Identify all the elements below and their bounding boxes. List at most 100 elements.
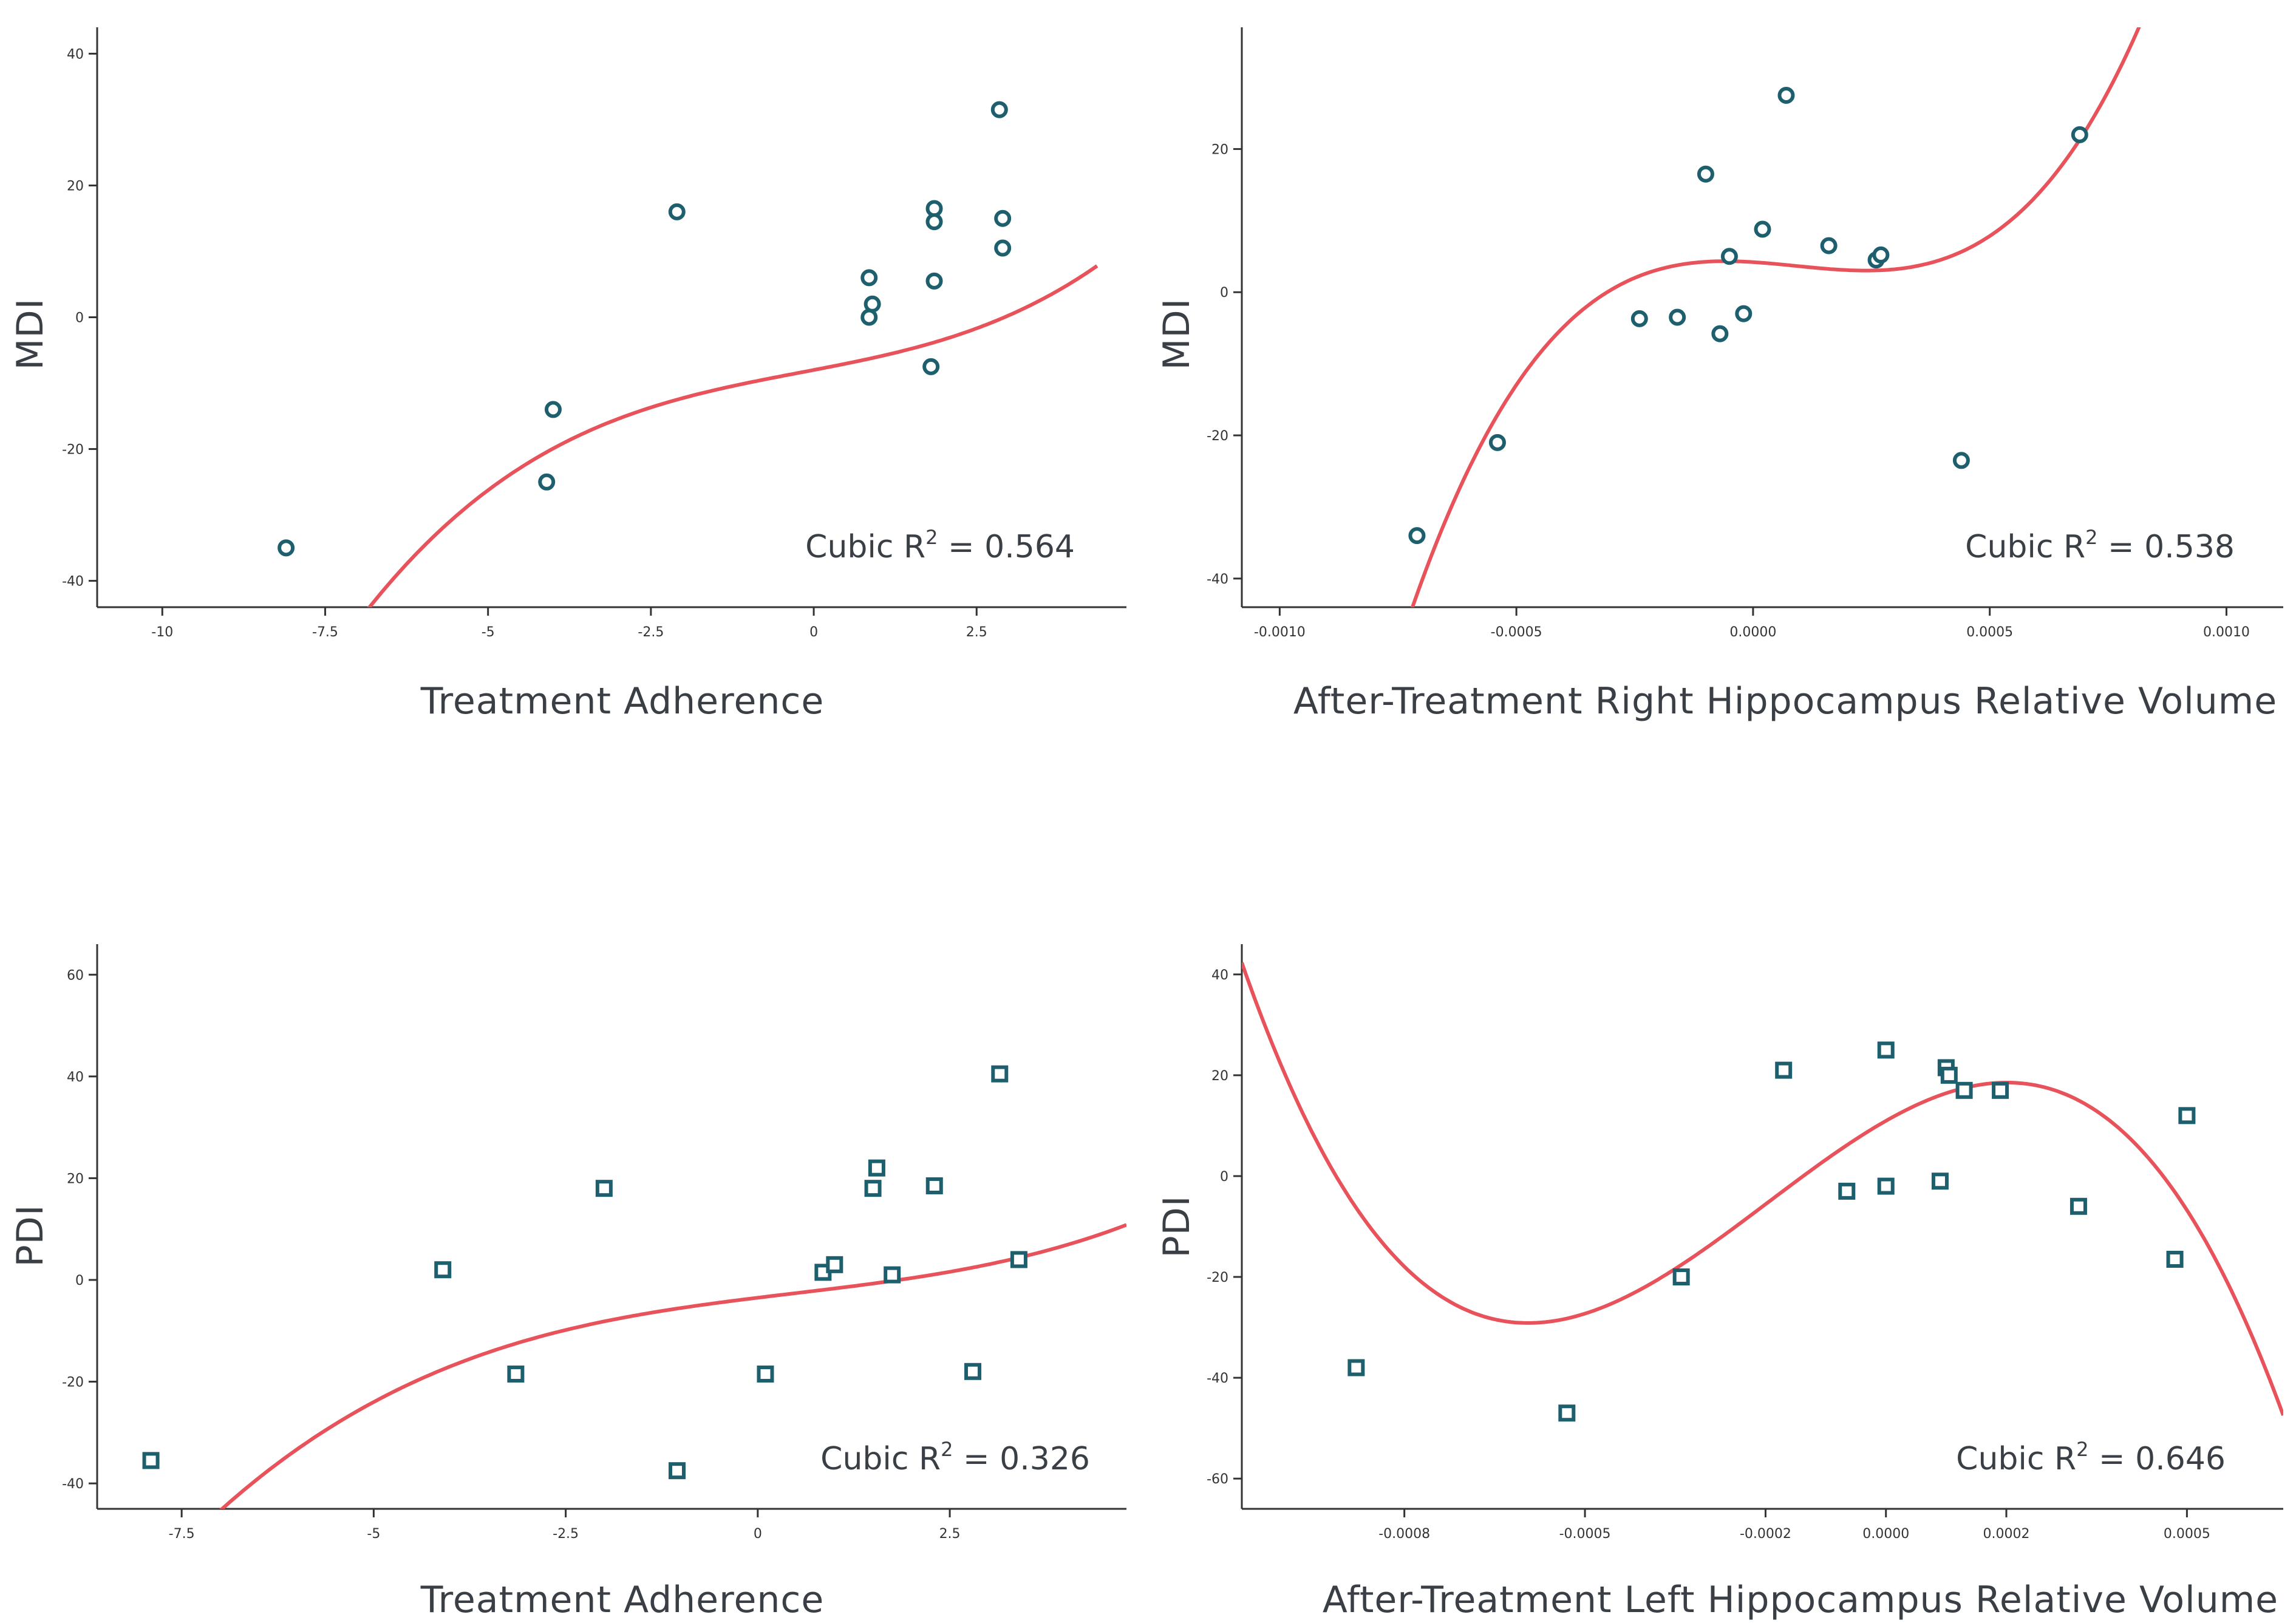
data-point [925, 1177, 943, 1194]
x-tick-label: 0.0002 [1983, 1526, 2029, 1542]
data-point [142, 1452, 160, 1469]
x-tick-label: -0.0008 [1378, 1526, 1430, 1542]
x-tick-label: -7.5 [312, 625, 338, 640]
data-point [1672, 1268, 1690, 1286]
x-tick-label: 0.0005 [1966, 625, 2013, 640]
x-tick-label: -2.5 [553, 1526, 579, 1542]
data-point [1720, 248, 1738, 265]
x-tick-label: -0.0005 [1491, 625, 1542, 640]
data-point [1488, 434, 1506, 451]
y-tick-label: -40 [62, 1477, 84, 1492]
data-point [1347, 1359, 1365, 1376]
data-point [1872, 246, 1890, 264]
cubic-fit-line [1410, 27, 2141, 607]
data-point [2178, 1107, 2196, 1125]
x-tick-label: -2.5 [638, 625, 664, 640]
data-point [1408, 527, 1426, 545]
data-point [434, 1261, 452, 1279]
y-tick-label: -60 [1207, 1472, 1228, 1487]
r-squared-label: Cubic R2 = 0.646 [1956, 1438, 2226, 1477]
data-point [507, 1365, 525, 1383]
y-tick-label: -20 [1207, 429, 1228, 444]
y-tick-label: -20 [62, 1375, 84, 1390]
data-point [1931, 1172, 1949, 1190]
y-tick-label: 0 [75, 1273, 84, 1288]
data-point [669, 1462, 686, 1480]
y-tick-label: 20 [1211, 142, 1228, 157]
data-point [884, 1266, 901, 1284]
x-tick-label: -0.0005 [1559, 1526, 1611, 1542]
plot-area: -0.0008 -0.0005 -0.0002 0.0000 0.0002 0.0005 -… [1207, 944, 2283, 1542]
data-point [994, 239, 1012, 257]
data-point [2071, 126, 2088, 143]
y-tick-label: -20 [1207, 1270, 1228, 1285]
r-squared-label: Cubic R2 = 0.326 [820, 1438, 1090, 1477]
data-point [1754, 220, 1771, 238]
y-tick-label: 0 [1220, 1169, 1228, 1185]
x-tick-label: 0.0000 [1862, 1526, 1909, 1542]
y-tick-label: 40 [67, 1070, 84, 1085]
data-point [925, 272, 943, 290]
x-axis-title: After-Treatment Left Hippocampus Relativ… [1323, 1579, 2278, 1621]
data-point [2069, 1197, 2087, 1215]
y-tick-label: 40 [67, 47, 84, 62]
y-tick-label: -40 [62, 574, 84, 590]
y-tick-label: -40 [1207, 1371, 1228, 1386]
data-point [1955, 1081, 1973, 1099]
data-point [994, 209, 1012, 227]
data-point [826, 1256, 843, 1273]
data-point [1630, 310, 1648, 327]
data-point [860, 308, 878, 326]
y-tick-label: 20 [1211, 1069, 1228, 1084]
data-point [1952, 452, 1970, 469]
data-point [1877, 1177, 1895, 1195]
panel-mdi-vs-adherence: -10 -7.5 -5 -2.5 0 2.5 -40 -20 0 20 40 Treatment A… [9, 27, 1126, 723]
y-tick-label: 20 [67, 1171, 84, 1186]
data-point [925, 213, 943, 231]
data-point [860, 269, 878, 287]
data-point [925, 200, 943, 217]
data-point [1735, 305, 1753, 322]
y-tick-label: 0 [1220, 285, 1228, 301]
x-tick-label: -0.0002 [1740, 1526, 1791, 1542]
x-tick-label: -7.5 [169, 1526, 195, 1542]
x-tick-label: 0 [754, 1526, 762, 1542]
x-tick-label: 2.5 [966, 625, 987, 640]
r-squared-label: Cubic R2 = 0.538 [1965, 526, 2235, 565]
cubic-fit-line [367, 264, 1099, 607]
data-point [1838, 1182, 1856, 1200]
y-tick-label: 60 [67, 968, 84, 983]
panel-pdi-vs-left-hippocampus: -0.0008 -0.0005 -0.0002 0.0000 0.0002 0.0005 -… [1156, 944, 2283, 1621]
plot-area: -7.5 -5 -2.5 0 2.5 -40 -20 0 20 40 60 [62, 944, 1126, 1542]
x-tick-label: 0.0010 [2203, 625, 2250, 640]
x-axis-title: Treatment Adherence [420, 1579, 825, 1621]
data-point [278, 539, 295, 557]
x-tick-label: 0.0005 [2164, 1526, 2210, 1542]
data-point [757, 1365, 774, 1383]
cubic-fit-line [219, 1223, 1126, 1509]
data-point [991, 1065, 1009, 1083]
data-point [668, 203, 686, 220]
plot-area: -0.0010 -0.0005 0.0000 0.0005 0.0010 -40 -20 0 2… [1207, 27, 2283, 640]
data-point [864, 295, 881, 313]
y-axis-title: PDI [1156, 1195, 1198, 1257]
r-squared-label: Cubic R2 = 0.564 [805, 526, 1075, 565]
data-point [595, 1180, 613, 1197]
data-point [1877, 1041, 1895, 1059]
data-point [1820, 237, 1838, 254]
y-tick-label: -20 [62, 443, 84, 458]
data-point [964, 1363, 982, 1380]
y-tick-label: -40 [1207, 572, 1228, 587]
y-axis-title: MDI [9, 298, 52, 370]
x-tick-label: -5 [482, 625, 495, 640]
x-tick-label: -0.0010 [1254, 625, 1306, 640]
x-tick-label: -10 [151, 625, 173, 640]
data-point [1777, 87, 1795, 104]
data-point [1669, 308, 1686, 326]
y-tick-label: 20 [67, 179, 84, 194]
panel-mdi-vs-right-hippocampus: -0.0010 -0.0005 0.0000 0.0005 0.0010 -40 -20 0 2… [1156, 27, 2283, 723]
data-point [2166, 1250, 2184, 1268]
data-point [868, 1159, 885, 1177]
data-point [922, 358, 940, 375]
